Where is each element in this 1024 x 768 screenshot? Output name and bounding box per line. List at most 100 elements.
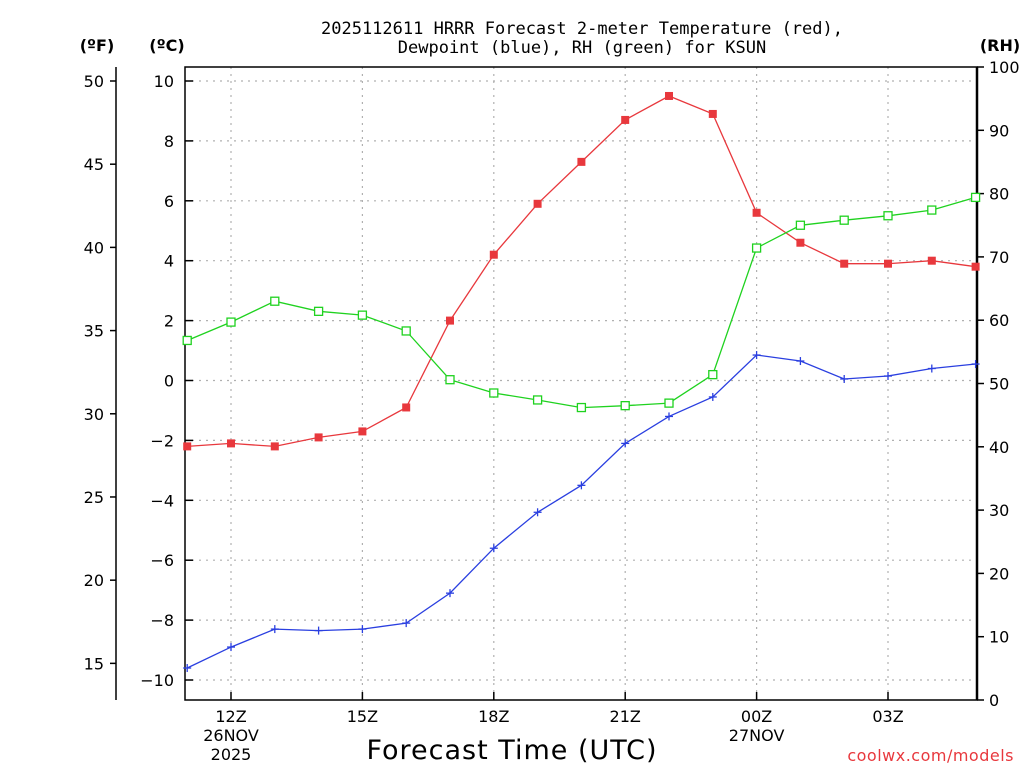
fahrenheit-tick-label: 50	[84, 72, 104, 91]
temperature-line	[187, 95, 976, 448]
rh-point	[751, 243, 762, 253]
dewpoint-point	[884, 372, 892, 381]
x-tick-date: 26NOV	[203, 726, 259, 745]
temperature-point	[402, 403, 411, 412]
rh-tick-label: 80	[989, 185, 1009, 204]
rh-point	[883, 211, 893, 221]
temperature-point	[183, 442, 192, 451]
dewpoint-point	[183, 664, 192, 673]
rh-tick-label: 70	[989, 248, 1009, 267]
fahrenheit-tick-label: 15	[84, 654, 104, 673]
credit-text: coolwx.com/models	[847, 746, 1014, 765]
chart-title-line2: Dewpoint (blue), RH (green) for KSUN	[398, 38, 766, 58]
temperature-point	[621, 115, 630, 124]
dewpoint-point	[577, 481, 586, 490]
rh-tick-label: 60	[989, 311, 1009, 330]
rh-point	[927, 205, 937, 215]
rh-point	[708, 369, 718, 380]
temperature-point	[752, 208, 761, 217]
celsius-tick-label: 6	[164, 192, 174, 211]
rh-point	[489, 388, 499, 398]
x-tick-year: 2025	[211, 745, 252, 764]
rh-tick-label: 40	[989, 438, 1009, 457]
rh-point	[620, 401, 630, 411]
temperature-point	[446, 316, 454, 325]
celsius-tick-label: −6	[150, 551, 174, 570]
fahrenheit-tick-label: 20	[84, 571, 104, 590]
celsius-tick-label: 4	[164, 252, 174, 271]
celsius-tick-label: −2	[150, 431, 174, 450]
celsius-tick-label: −8	[150, 611, 174, 630]
dewpoint-point	[927, 364, 936, 373]
rh-point	[664, 398, 674, 408]
temperature-point	[665, 91, 673, 100]
rh-point	[182, 335, 192, 346]
dewpoint-point	[402, 619, 411, 628]
temperature-point	[971, 262, 980, 271]
rh-tick-label: 100	[989, 58, 1020, 77]
rh-point	[313, 306, 324, 316]
x-tick-label: 03Z	[872, 707, 903, 726]
rh-point	[226, 317, 236, 327]
series-layer	[182, 91, 981, 673]
dewpoint-point	[665, 412, 673, 421]
rh-point	[576, 402, 587, 413]
rh-unit-label: (RH)	[980, 36, 1020, 55]
celsius-tick-label: 0	[164, 372, 174, 391]
x-tick-date: 27NOV	[729, 726, 785, 745]
fahrenheit-unit-label: (ºF)	[80, 36, 115, 55]
temperature-point	[358, 427, 367, 436]
fahrenheit-tick-label: 45	[84, 155, 104, 174]
celsius-tick-label: 8	[164, 132, 174, 151]
dewpoint-point	[840, 375, 849, 384]
rh-point	[839, 215, 849, 225]
dewpoint-line	[186, 354, 976, 669]
temperature-point	[533, 199, 542, 208]
rh-tick-label: 0	[989, 691, 999, 710]
celsius-unit-label: (ºC)	[149, 36, 184, 55]
celsius-tick-label: 2	[164, 312, 174, 331]
rh-point	[445, 375, 455, 385]
x-tick-label: 21Z	[610, 707, 641, 726]
fahrenheit-tick-label: 30	[84, 405, 104, 424]
temperature-point	[577, 157, 586, 166]
dewpoint-point	[227, 643, 235, 652]
temperature-point	[708, 109, 717, 118]
rh-point	[270, 296, 280, 306]
x-tick-label: 00Z	[741, 707, 772, 726]
rh-line	[186, 196, 976, 409]
celsius-tick-label: −4	[150, 491, 174, 510]
x-axis-title: Forecast Time (UTC)	[366, 735, 657, 766]
chart-title-line1: 2025112611 HRRR Forecast 2-meter Tempera…	[321, 19, 843, 39]
celsius-tick-label: −10	[140, 671, 174, 690]
temperature-point	[796, 238, 805, 247]
dewpoint-point	[489, 544, 498, 553]
fahrenheit-tick-label: 35	[84, 322, 104, 341]
fahrenheit-tick-label: 25	[84, 488, 104, 507]
temperature-point	[840, 259, 849, 268]
temperature-point	[927, 256, 936, 265]
x-tick-label: 12Z	[215, 707, 246, 726]
dewpoint-point	[971, 360, 980, 369]
rh-tick-label: 50	[989, 375, 1009, 394]
celsius-tick-label: 10	[154, 72, 174, 91]
x-tick-label: 15Z	[347, 707, 378, 726]
temperature-point	[489, 250, 498, 259]
dewpoint-point	[621, 439, 630, 448]
rh-tick-label: 90	[989, 121, 1009, 140]
rh-point	[401, 326, 411, 336]
dewpoint-point	[358, 625, 367, 634]
temperature-point	[884, 259, 892, 268]
fahrenheit-tick-label: 40	[84, 238, 104, 257]
dewpoint-point	[708, 392, 717, 401]
rh-tick-label: 30	[989, 501, 1009, 520]
temperature-point	[270, 442, 279, 451]
dewpoint-point	[314, 626, 323, 635]
rh-tick-label: 20	[989, 564, 1009, 583]
temperature-point	[227, 439, 235, 448]
rh-point	[795, 220, 806, 230]
rh-tick-label: 10	[989, 628, 1009, 647]
temperature-point	[314, 433, 323, 442]
